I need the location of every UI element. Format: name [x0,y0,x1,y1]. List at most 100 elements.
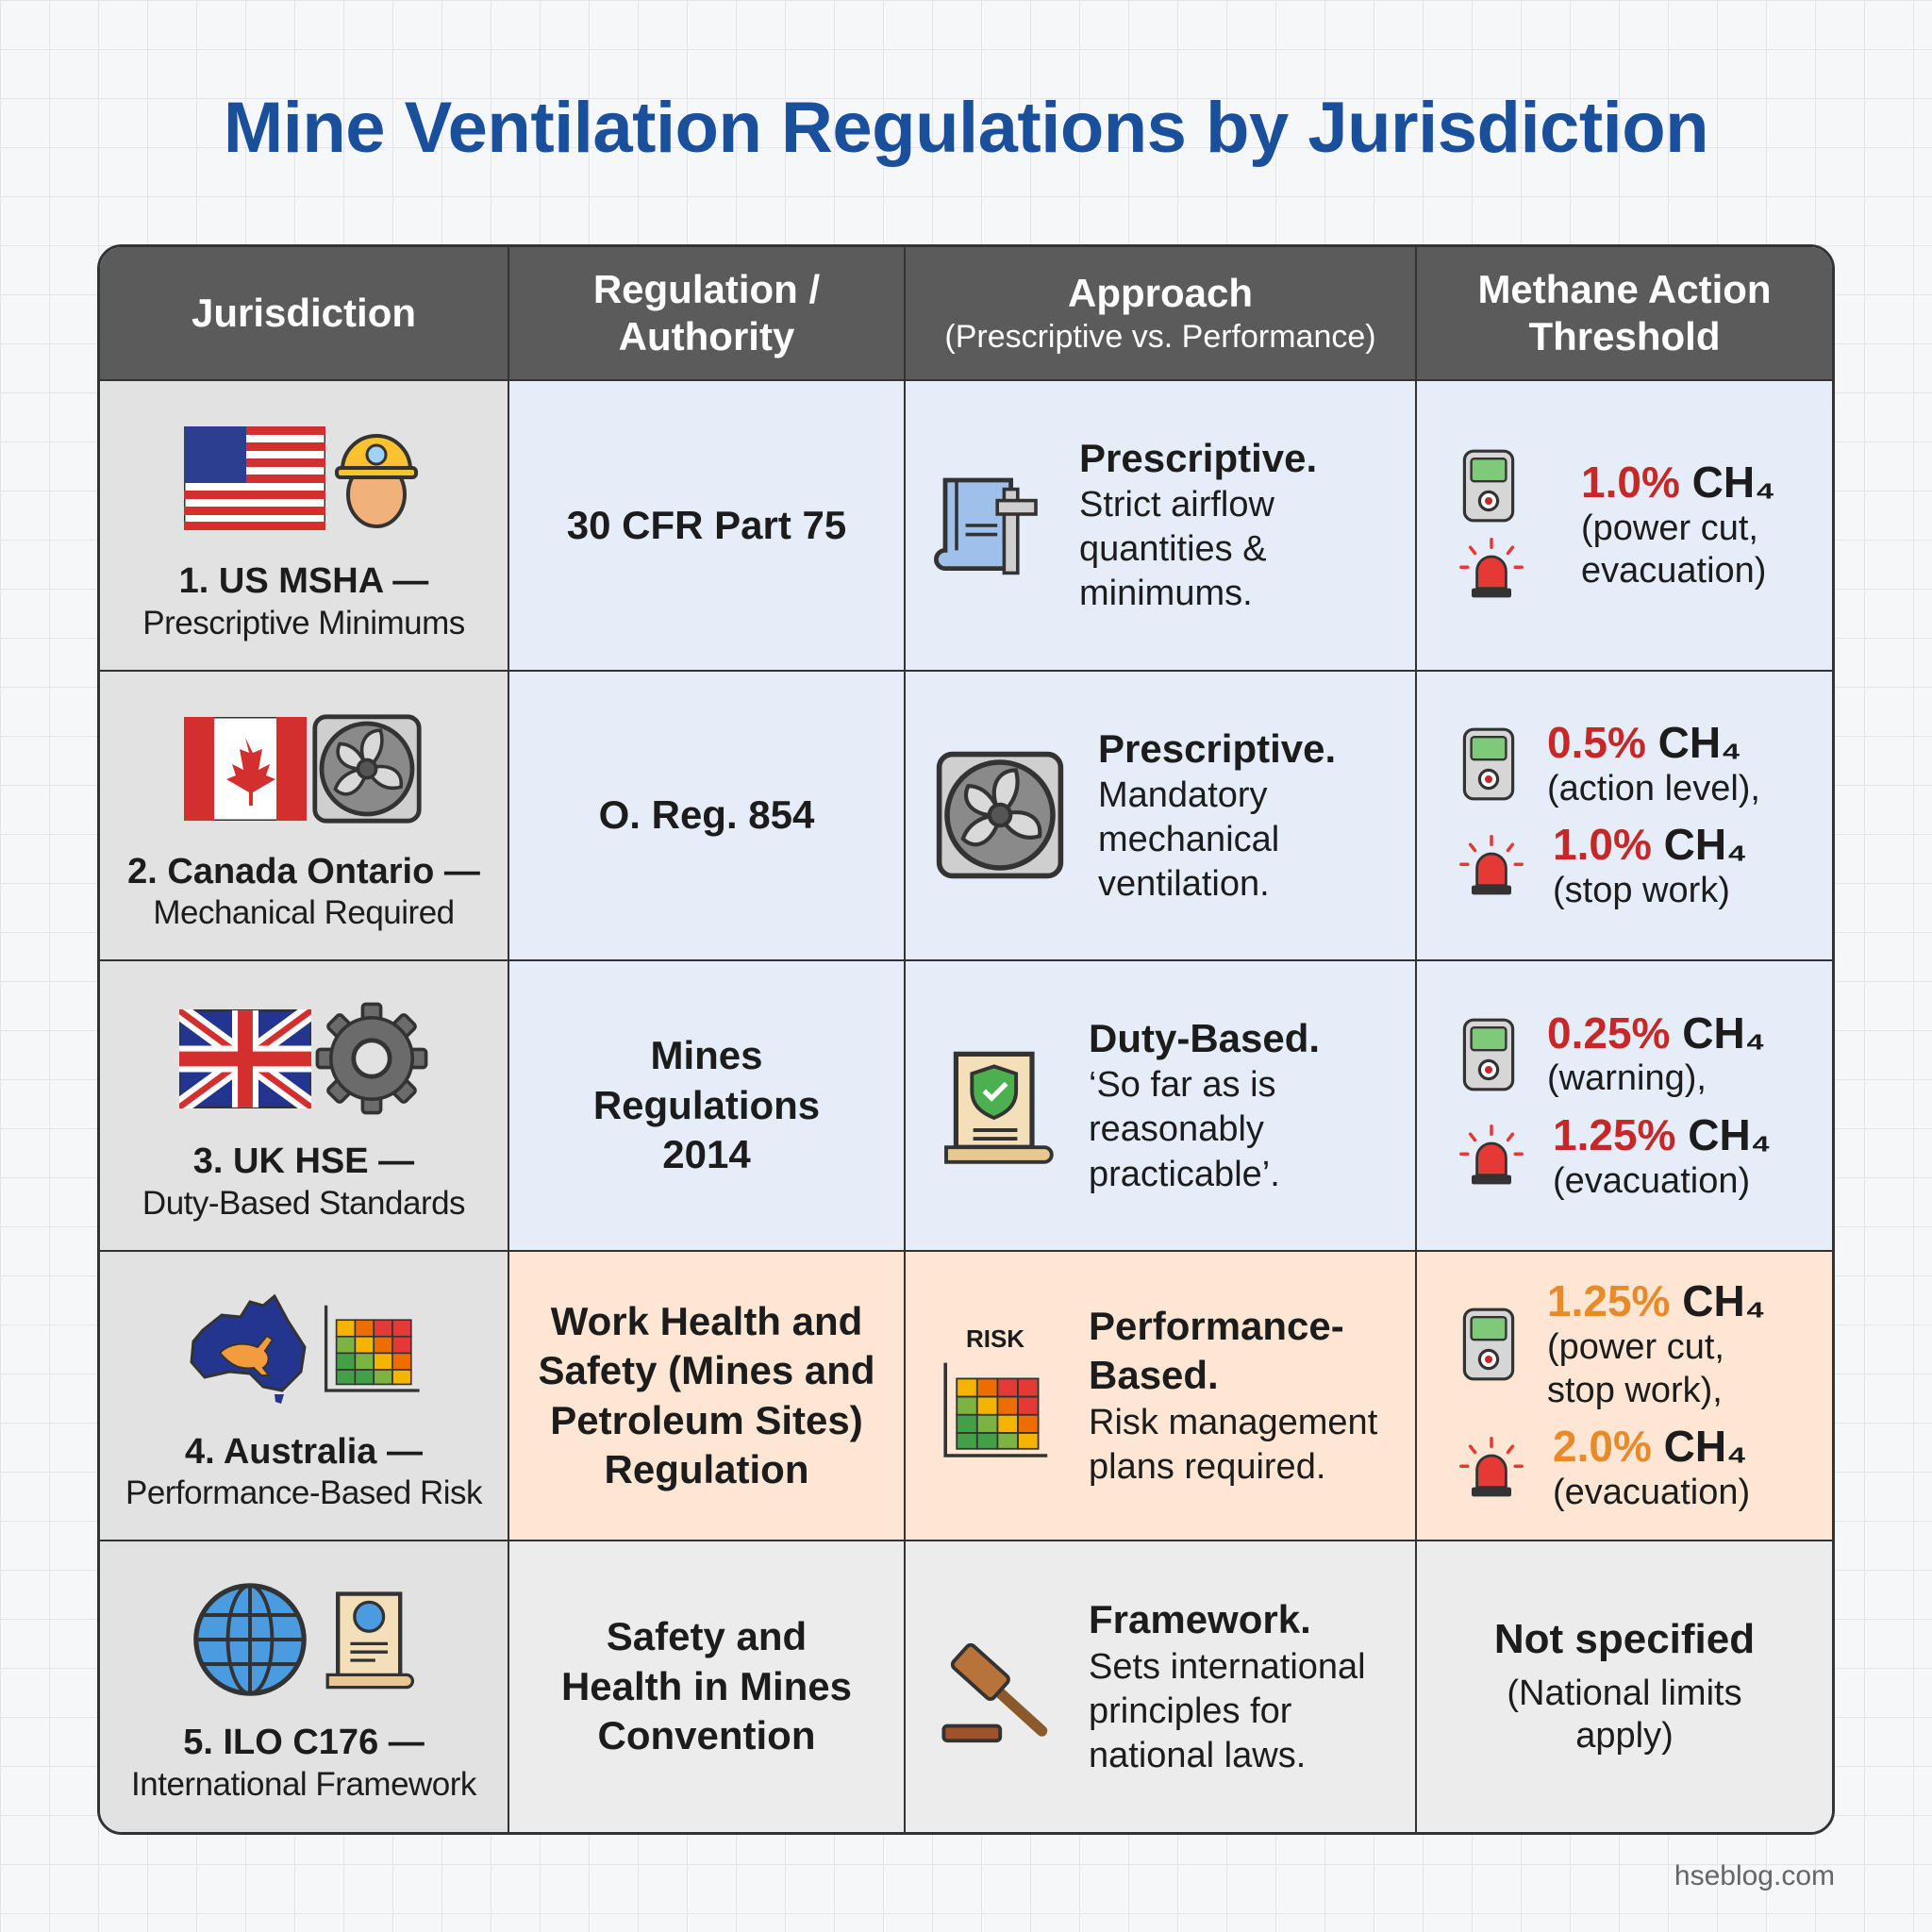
page-title: Mine Ventilation Regulations by Jurisdic… [223,88,1709,168]
jurisdiction-name: 3. UK HSE — [192,1141,415,1182]
threshold-level: 1.25% [1553,1109,1676,1159]
alarm-icon [1458,1436,1524,1502]
threshold-level: 1.0% [1581,457,1680,507]
threshold-gas: CH₄ [1657,717,1742,767]
approach-label: Prescriptive. [1079,436,1318,481]
threshold-level-line: 1.25% CH₄ [1553,1110,1772,1160]
threshold-item: 0.5% CH₄ (action level), [1458,718,1760,810]
threshold-level: 2.0% [1553,1422,1652,1472]
threshold-cell: 1.0% CH₄ (power cut, evacuation) [1417,381,1832,672]
jurisdiction-name: 5. ILO C176 — [183,1723,425,1763]
approach-label: Performance-Based. [1089,1304,1344,1398]
threshold-note: (evacuation) [1553,1160,1751,1201]
approach-description: ‘So far as is reasonably practicable’. [1089,1065,1280,1194]
globe-icon [189,1578,311,1701]
fan-icon [934,749,1066,881]
jurisdiction-focus: Duty-Based Standards [142,1184,466,1222]
threshold-level-line: 0.25% CH₄ [1547,1008,1766,1058]
jurisdiction-name: 4. Australia — [184,1431,423,1472]
fan-icon [310,712,424,825]
jurisdiction-focus: Mechanical Required [153,894,455,932]
threshold-note: (power cut, stop work), [1547,1327,1724,1410]
regulation-text: O. Reg. 854 [598,792,815,838]
us-flag-icon [184,426,325,530]
jurisdiction-icons [189,1569,419,1710]
threshold-level: 1.0% [1553,820,1652,870]
threshold-gas: CH₄ [1663,820,1748,870]
gear-icon [315,1002,428,1115]
regulation-cell: Mines Regulations 2014 [509,961,906,1252]
gas-meter-icon [1458,1017,1519,1092]
threshold-note: (power cut, evacuation) [1581,508,1767,591]
approach-description: Sets international principles for nation… [1089,1646,1366,1775]
miner-icon [329,426,424,530]
column-header: Methane Action Threshold [1417,247,1832,381]
threshold-item: 2.0% CH₄ (evacuation) [1458,1422,1750,1514]
approach-label: Prescriptive. [1098,725,1337,771]
threshold-item: 1.0% CH₄ (stop work) [1458,820,1747,912]
threshold-item: 0.25% CH₄ (warning), [1458,1008,1766,1101]
approach-cell: Prescriptive. Strict airflow quantities &… [906,381,1417,672]
approach-label: Duty-Based. [1089,1016,1321,1061]
threshold-cell: 1.25% CH₄ (power cut, stop work), 2.0% CH… [1417,1251,1832,1542]
threshold-level-line: 2.0% CH₄ [1553,1422,1750,1472]
jurisdiction-name: 1. US MSHA — [178,561,429,601]
threshold-note: (National limits apply) [1507,1673,1742,1757]
risk-matrix-icon [934,1354,1057,1467]
jurisdiction-cell: 1. US MSHA — Prescriptive Minimums [100,381,509,672]
column-title: Jurisdiction [191,290,417,335]
threshold-note: (warning), [1547,1058,1707,1099]
regulation-text: Mines Regulations 2014 [592,1033,821,1177]
threshold-gas: CH₄ [1682,1276,1766,1326]
jurisdiction-icons [184,1278,424,1420]
column-header: Jurisdiction [100,247,509,381]
approach-description: Mandatory mechanical ventilation. [1098,774,1280,904]
australia-map-icon [184,1292,316,1406]
regulation-text: Work Health and Safety (Mines and Petrol… [538,1298,875,1492]
alarm-icon [1458,1124,1524,1190]
regulation-text: 30 CFR Part 75 [566,502,847,547]
threshold-gas: CH₄ [1682,1008,1766,1058]
regulation-text: Safety and Health in Mines Convention [560,1614,853,1758]
approach-description: Strict airflow quantities & minimums. [1079,485,1274,614]
regulation-cell: Safety and Health in Mines Convention [509,1541,906,1832]
threshold-level-line: 1.0% CH₄ [1581,458,1789,508]
threshold-level: 1.25% [1547,1276,1671,1326]
approach-label: Framework. [1089,1597,1311,1642]
threshold-cell: 0.25% CH₄ (warning), 1.25% CH₄ (evacuation… [1417,961,1832,1252]
uk-flag-icon [179,1009,311,1108]
threshold-note: (evacuation) [1553,1473,1751,1513]
approach-description: Risk management plans required. [1089,1402,1378,1487]
regulation-cell: Work Health and Safety (Mines and Petrol… [509,1251,906,1542]
threshold-note: (action level), [1547,768,1760,808]
gas-meter-icon [1458,726,1519,802]
alarm-icon [1458,537,1524,603]
threshold-gas: CH₄ [1663,1422,1748,1472]
jurisdiction-name: 2. Canada Ontario — [127,851,480,891]
threshold-level: 0.5% [1547,717,1646,767]
approach-cell: Duty-Based. ‘So far as is reasonably prac… [906,961,1417,1252]
jurisdiction-focus: International Framework [131,1765,476,1803]
regulation-cell: 30 CFR Part 75 [509,381,906,672]
jurisdiction-focus: Prescriptive Minimums [142,604,465,641]
scroll-shield-icon [934,1044,1057,1167]
approach-cell: Framework. Sets international principles … [906,1541,1417,1832]
jurisdiction-icons [184,698,424,840]
gas-meter-icon [1458,448,1519,524]
alarm-icon [1458,834,1524,900]
risk-icon: RISK [934,1324,1057,1467]
threshold-label: Not specified [1493,1615,1756,1662]
book-icon [934,469,1047,582]
gas-meter-icon [1458,1307,1519,1382]
jurisdiction-cell: 5. ILO C176 — International Framework [100,1541,509,1832]
jurisdiction-icons [179,988,428,1129]
regulation-cell: O. Reg. 854 [509,671,906,962]
threshold-level: 0.25% [1547,1008,1671,1058]
column-title: Regulation / Authority [592,266,821,358]
threshold-item: 1.0% CH₄ (power cut, evacuation) [1458,448,1789,603]
jurisdiction-cell: 4. Australia — Performance-Based Risk [100,1251,509,1542]
jurisdiction-icons [184,408,424,549]
regulations-table: Jurisdiction Regulation / Authority Appr… [97,244,1835,1835]
threshold-gas: CH₄ [1691,457,1776,507]
